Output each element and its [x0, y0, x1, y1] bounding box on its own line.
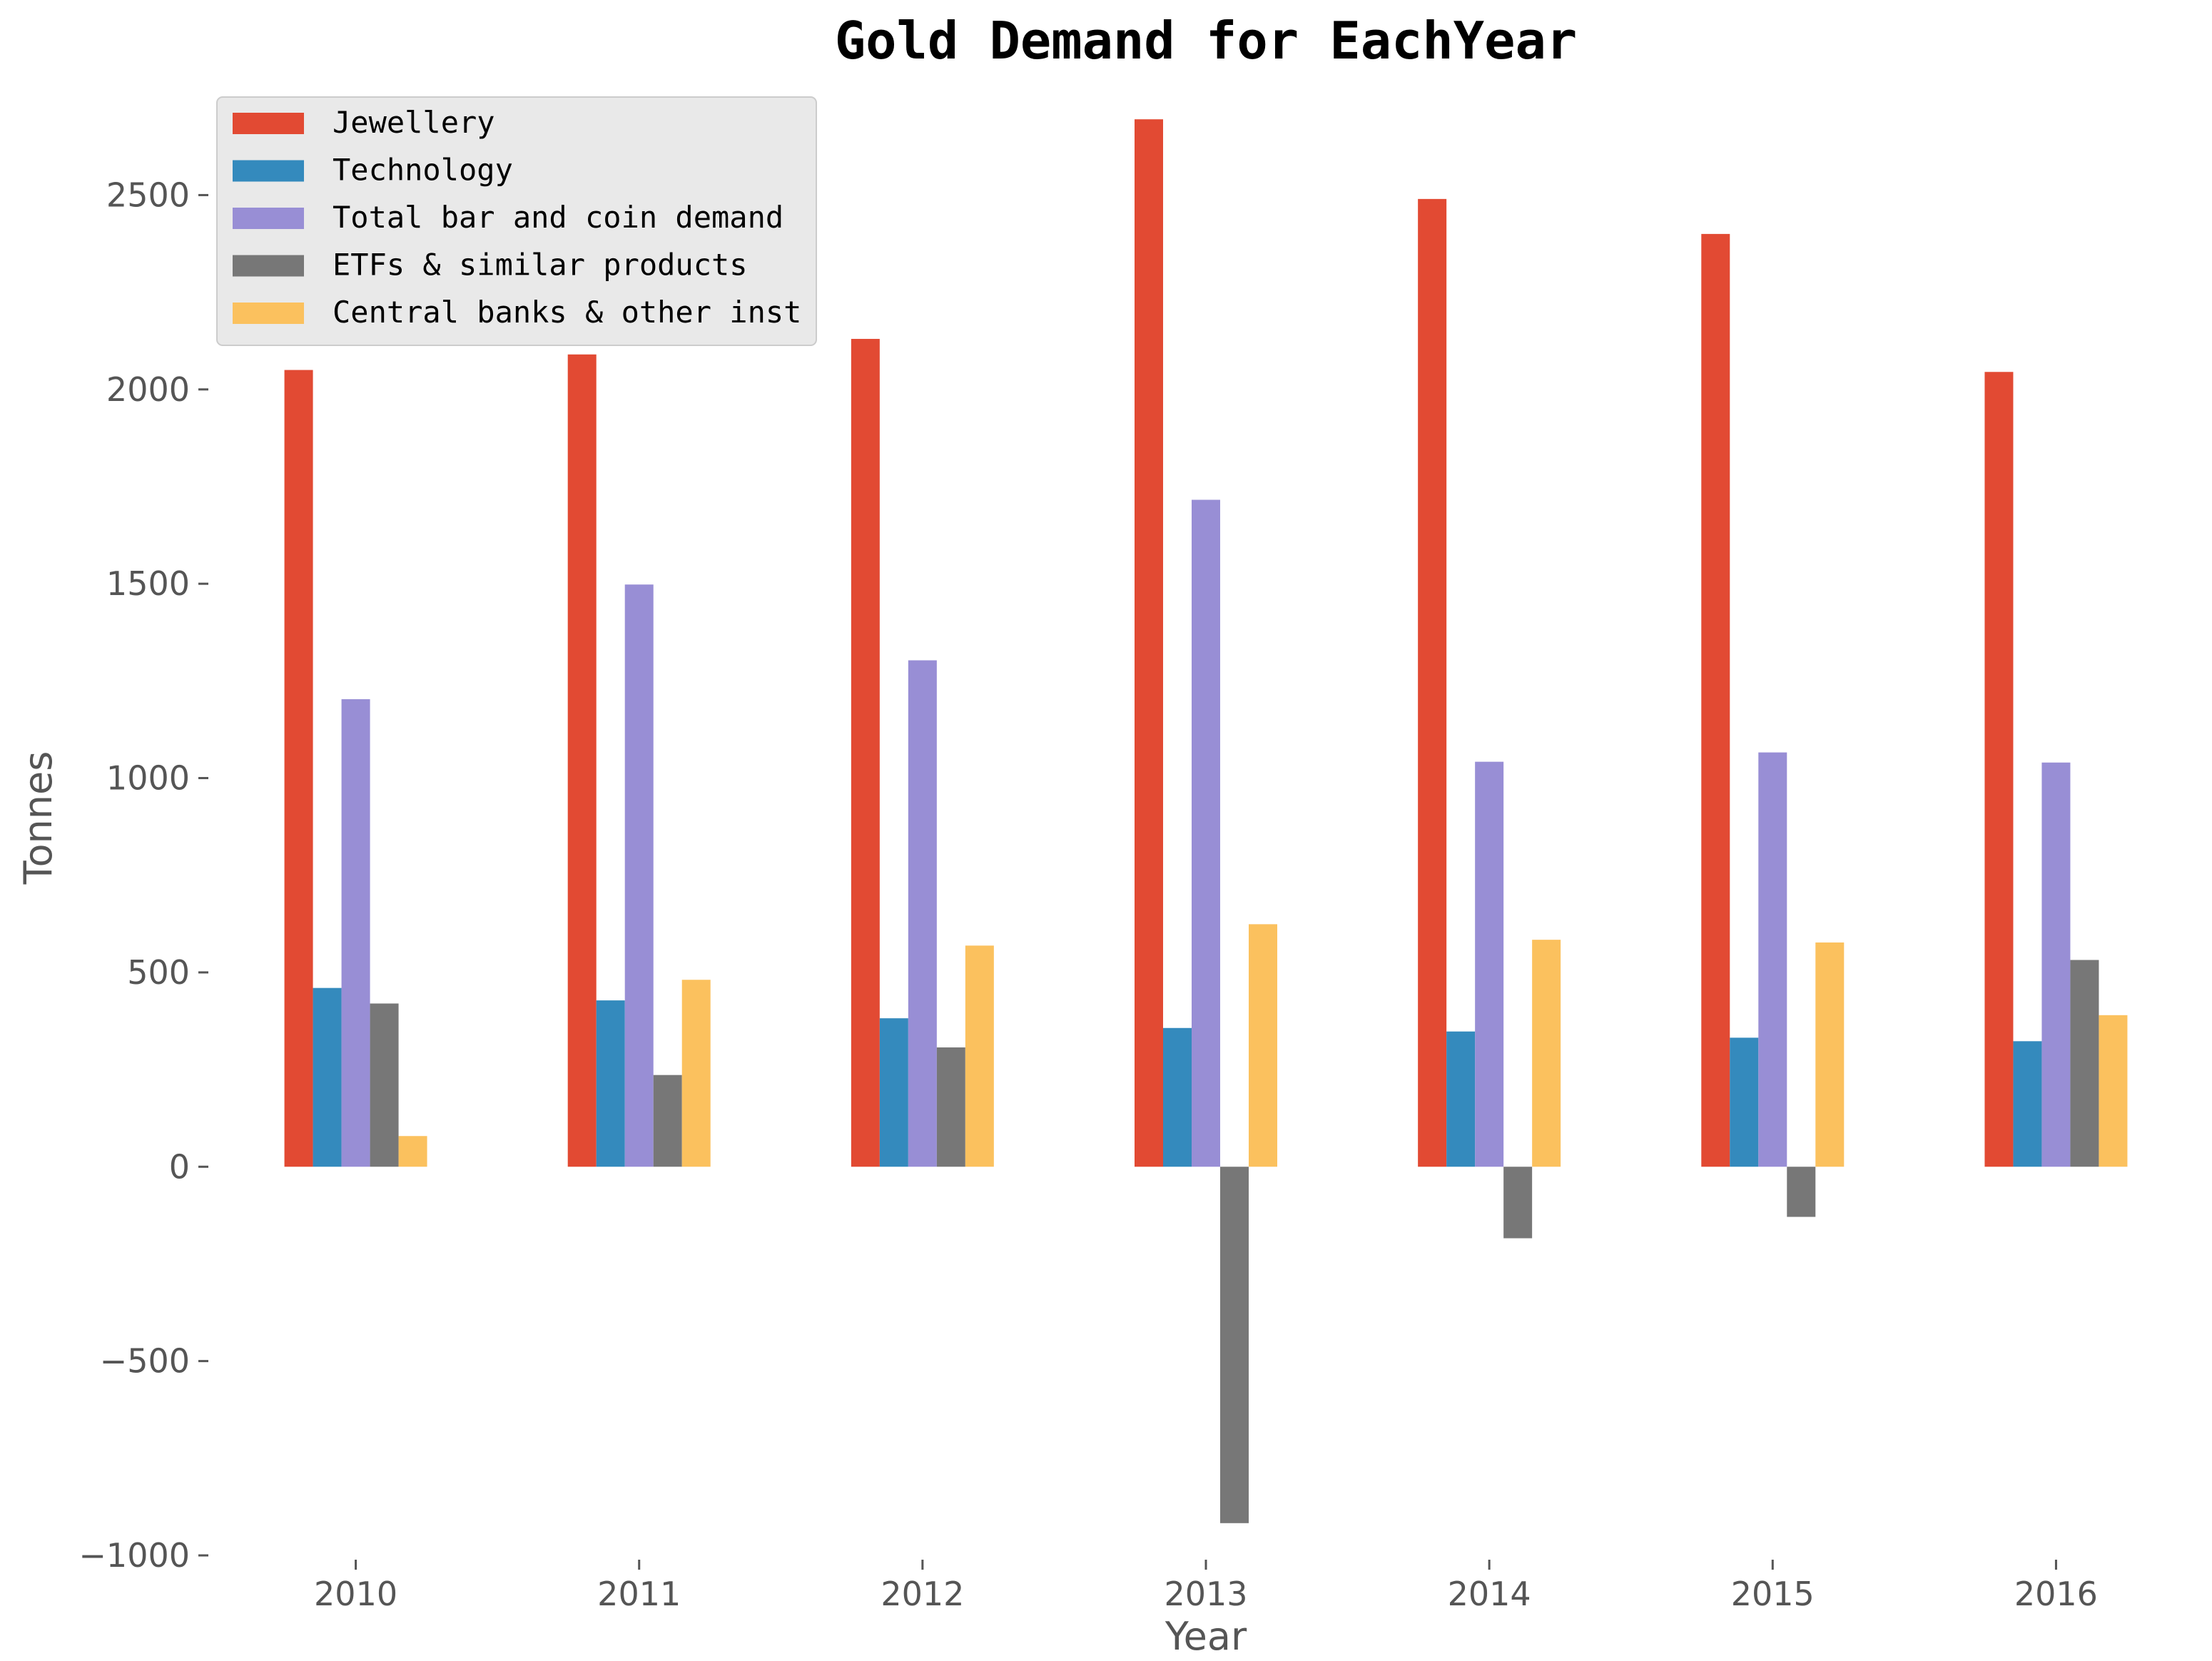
bar	[653, 1075, 682, 1167]
bar	[2013, 1041, 2042, 1167]
x-tick-label: 2013	[1164, 1575, 1247, 1613]
bar	[341, 699, 370, 1167]
y-tick-label: 2500	[106, 176, 190, 214]
bar	[624, 584, 654, 1167]
legend-label: ETFs & similar products	[333, 248, 748, 283]
bar	[1701, 233, 1730, 1167]
bar	[284, 370, 313, 1167]
bar	[879, 1018, 908, 1167]
bar	[1135, 119, 1163, 1167]
x-tick-label: 2015	[1731, 1575, 1815, 1613]
y-axis-label: Tonnes	[16, 751, 61, 885]
bar	[2070, 960, 2099, 1167]
legend-label: Technology	[333, 153, 513, 188]
legend-label: Total bar and coin demand	[333, 200, 783, 235]
bar	[936, 1047, 965, 1167]
bar	[681, 980, 711, 1167]
bar	[965, 945, 994, 1167]
chart-title: Gold Demand for EachYear	[835, 11, 1577, 71]
legend-label: Jewellery	[333, 105, 495, 140]
bar	[313, 987, 342, 1167]
bar	[1249, 924, 1277, 1167]
bar	[2099, 1015, 2128, 1167]
bar	[2041, 762, 2071, 1167]
y-tick-label: 0	[169, 1147, 190, 1186]
x-tick-label: 2010	[314, 1575, 397, 1613]
legend-swatch	[233, 160, 304, 182]
bar	[370, 1003, 399, 1167]
y-tick-label: 1500	[106, 564, 190, 603]
bar	[1787, 1167, 1816, 1217]
y-tick-label: 500	[127, 953, 190, 992]
x-tick-label: 2012	[881, 1575, 964, 1613]
bar	[1815, 942, 1845, 1167]
bar	[567, 354, 597, 1167]
y-tick-label: 1000	[106, 759, 190, 798]
bar	[908, 660, 937, 1167]
bar	[1730, 1037, 1759, 1167]
legend-swatch	[233, 208, 304, 229]
y-axis-ticks: −1000 −500 0 500 1000 1500 2000 2500	[78, 176, 208, 1575]
plot-area	[284, 119, 2128, 1523]
bar	[851, 338, 880, 1167]
x-tick-label: 2016	[2014, 1575, 2098, 1613]
legend-swatch	[233, 303, 304, 324]
bar	[1758, 752, 1787, 1167]
bar	[596, 1000, 625, 1167]
bar	[1446, 1031, 1476, 1167]
bar	[1984, 372, 2014, 1167]
y-tick-label: −500	[100, 1342, 190, 1381]
legend-swatch	[233, 113, 304, 134]
bar	[1418, 198, 1447, 1167]
bar	[1192, 499, 1220, 1167]
bar	[1220, 1167, 1249, 1523]
x-tick-label: 2011	[597, 1575, 681, 1613]
x-axis-label: Year	[1165, 1614, 1247, 1659]
x-tick-label: 2014	[1448, 1575, 1531, 1613]
legend: Jewellery Technology Total bar and coin de…	[216, 96, 817, 346]
bar	[1532, 940, 1561, 1167]
legend-frame	[216, 96, 817, 346]
bar	[398, 1136, 427, 1167]
bar	[1475, 761, 1504, 1167]
legend-swatch	[233, 255, 304, 277]
legend-label: Central banks & other inst	[333, 295, 801, 330]
x-axis-ticks: 2010 2011 2012 2013 2014 2015 2016	[314, 1560, 2098, 1613]
bar	[1163, 1027, 1192, 1167]
y-tick-label: −1000	[78, 1536, 190, 1575]
y-tick-label: 2000	[106, 370, 190, 409]
bar	[1503, 1167, 1533, 1239]
